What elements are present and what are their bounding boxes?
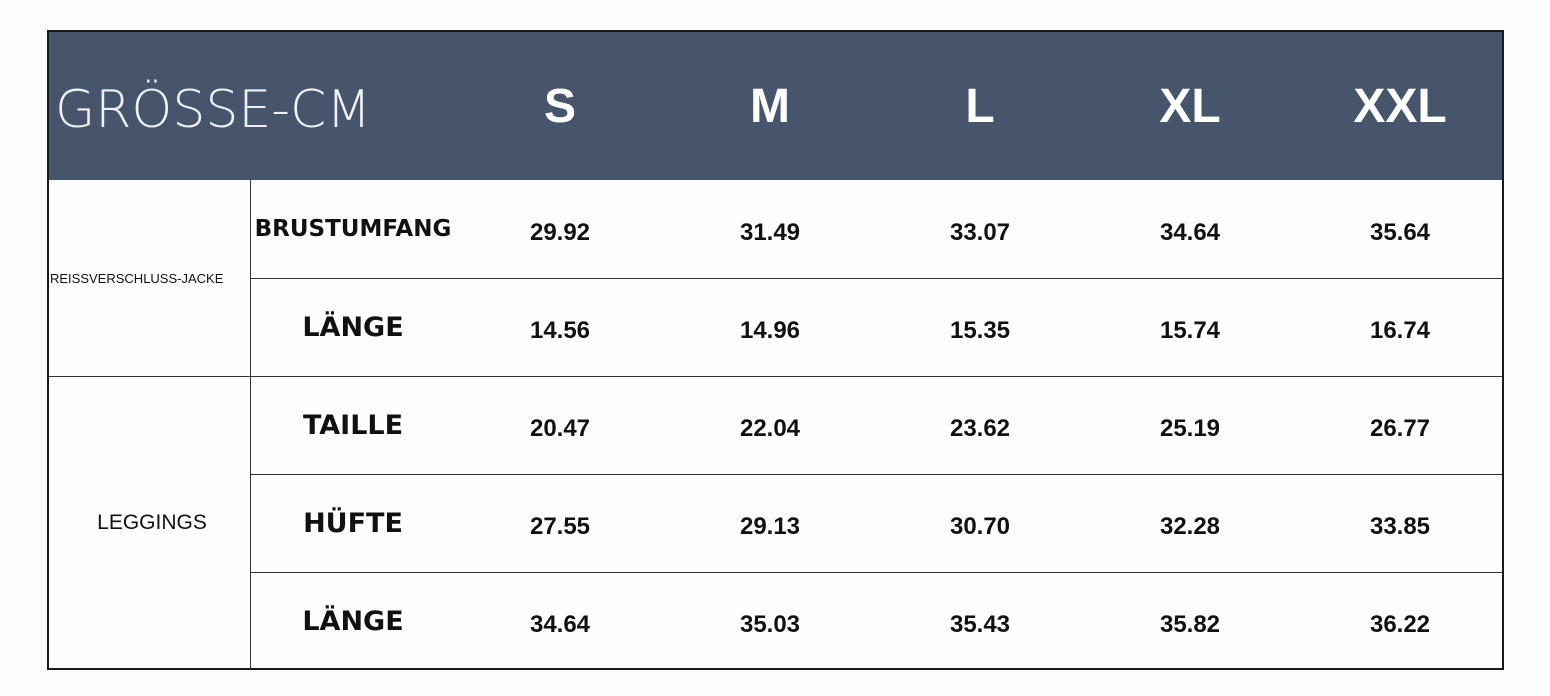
measurement-value: 33.85 xyxy=(1369,513,1431,540)
measurement-value: 33.07 xyxy=(949,219,1011,246)
measurement-value: 15.35 xyxy=(949,317,1011,344)
row-label: HÜFTE xyxy=(303,507,403,539)
measurement-value: 14.56 xyxy=(529,317,591,344)
row-separator xyxy=(251,572,1502,573)
size-header: XXL xyxy=(1353,79,1447,133)
measurement-value: 22.04 xyxy=(739,415,801,442)
measurement-value: 31.49 xyxy=(739,219,801,246)
measurement-value: 35.43 xyxy=(949,611,1011,638)
measurement-value: 36.22 xyxy=(1369,611,1431,638)
measurement-value: 27.55 xyxy=(529,513,591,540)
group-separator xyxy=(49,376,1502,377)
size-header: L xyxy=(965,79,995,133)
header-row xyxy=(49,32,1502,180)
size-header: XL xyxy=(1159,79,1221,133)
size-header: M xyxy=(750,79,790,133)
header-title: GRÖSSE-CM xyxy=(55,80,372,140)
measurement-value: 16.74 xyxy=(1369,317,1431,344)
row-label: TAILLE xyxy=(302,409,404,441)
measurement-value: 34.64 xyxy=(529,611,591,638)
measurement-value: 32.28 xyxy=(1159,513,1221,540)
group-label: LEGGINGS xyxy=(97,511,207,534)
measurement-value: 35.64 xyxy=(1369,219,1431,246)
measurement-value: 25.19 xyxy=(1159,415,1221,442)
measurement-value: 15.74 xyxy=(1159,317,1221,344)
measurement-value: 35.82 xyxy=(1159,611,1221,638)
row-label: LÄNGE xyxy=(302,311,404,343)
row-separator xyxy=(251,474,1502,475)
measurement-value: 30.70 xyxy=(949,513,1011,540)
group-label: REISSVERSCHLUSS-JACKE xyxy=(50,270,224,286)
measurement-value: 20.47 xyxy=(529,415,591,442)
measurement-value: 35.03 xyxy=(739,611,801,638)
size-header: S xyxy=(543,79,576,133)
row-label: LÄNGE xyxy=(302,605,404,637)
row-label: BRUSTUMFANG xyxy=(254,216,452,242)
measurement-value: 34.64 xyxy=(1159,219,1221,246)
measurement-value: 26.77 xyxy=(1369,415,1431,442)
measurement-value: 29.13 xyxy=(739,513,801,540)
measurement-value: 23.62 xyxy=(949,415,1011,442)
measurement-value: 14.96 xyxy=(739,317,801,344)
row-separator xyxy=(251,278,1502,279)
column-separator xyxy=(250,180,251,670)
measurement-value: 29.92 xyxy=(529,219,591,246)
size-table: GRÖSSE-CM S M L XL XXL REISSVERSCHLUSS-JACKE BR… xyxy=(47,30,1504,670)
